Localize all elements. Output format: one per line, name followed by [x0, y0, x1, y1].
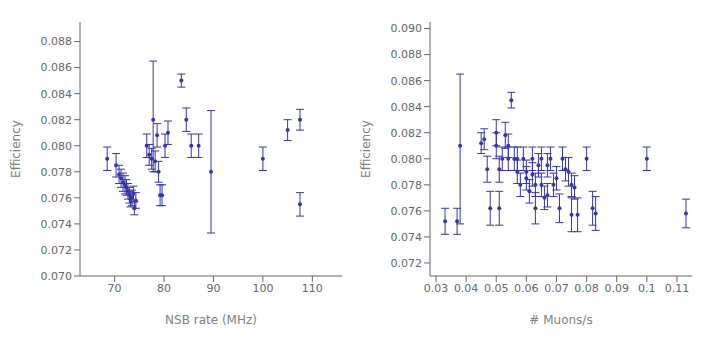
svg-text:0.088: 0.088 [391, 48, 423, 61]
svg-text:0.04: 0.04 [454, 282, 479, 295]
svg-text:0.078: 0.078 [41, 166, 73, 179]
svg-text:0.08: 0.08 [574, 282, 599, 295]
svg-text:0.09: 0.09 [604, 282, 629, 295]
svg-text:0.1: 0.1 [638, 282, 656, 295]
svg-text:0.078: 0.078 [391, 179, 423, 192]
svg-text:Efficiency: Efficiency [9, 120, 23, 178]
svg-text:0.05: 0.05 [484, 282, 509, 295]
svg-text:0.07: 0.07 [544, 282, 569, 295]
svg-text:0.06: 0.06 [514, 282, 539, 295]
svg-text:100: 100 [252, 282, 273, 295]
svg-text:0.074: 0.074 [391, 231, 423, 244]
svg-text:0.070: 0.070 [41, 270, 73, 283]
svg-text:0.086: 0.086 [391, 75, 423, 88]
svg-text:# Muons/s: # Muons/s [529, 313, 592, 327]
svg-text:0.074: 0.074 [41, 218, 73, 231]
svg-text:0.076: 0.076 [41, 192, 73, 205]
svg-text:0.03: 0.03 [424, 282, 449, 295]
svg-text:0.082: 0.082 [391, 127, 423, 140]
svg-text:70: 70 [108, 282, 122, 295]
svg-text:0.082: 0.082 [41, 114, 73, 127]
svg-text:90: 90 [206, 282, 220, 295]
svg-text:0.084: 0.084 [391, 101, 423, 114]
svg-text:0.076: 0.076 [391, 205, 423, 218]
svg-text:80: 80 [157, 282, 171, 295]
svg-text:0.086: 0.086 [41, 61, 73, 74]
svg-text:0.072: 0.072 [41, 244, 73, 257]
svg-text:0.088: 0.088 [41, 35, 73, 48]
svg-text:0.080: 0.080 [391, 153, 423, 166]
svg-text:110: 110 [302, 282, 323, 295]
svg-text:0.084: 0.084 [41, 88, 73, 101]
svg-text:NSB rate (MHz): NSB rate (MHz) [165, 313, 257, 327]
svg-text:0.080: 0.080 [41, 140, 73, 153]
svg-text:0.090: 0.090 [391, 22, 423, 35]
svg-text:0.072: 0.072 [391, 257, 423, 270]
svg-text:0.11: 0.11 [665, 282, 690, 295]
svg-text:Efficiency: Efficiency [359, 120, 373, 178]
